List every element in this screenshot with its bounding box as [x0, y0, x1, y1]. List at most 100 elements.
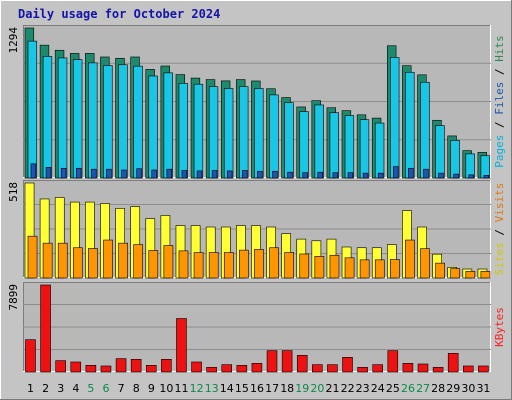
bar-pages — [453, 173, 459, 179]
bar-pages — [106, 168, 112, 179]
x-tick-label: 10 — [159, 382, 173, 395]
bar-visits — [299, 253, 310, 279]
bar-visits — [57, 242, 68, 279]
x-tick-label: 14 — [220, 382, 234, 395]
bar-pages — [317, 171, 323, 179]
bar-files — [148, 75, 158, 179]
bar-visits — [344, 257, 355, 279]
bar-kbytes — [312, 364, 323, 373]
bar-pages — [91, 168, 97, 179]
bar-kbytes — [25, 339, 36, 373]
bar-visits — [27, 235, 38, 279]
bar-visits — [193, 252, 204, 279]
bar-files — [329, 112, 339, 179]
bar-kbytes — [281, 350, 293, 373]
bar-pages — [151, 169, 157, 179]
x-tick-label: 18 — [280, 382, 294, 395]
panel-middle-max-label: 518 — [7, 182, 20, 202]
x-tick-label: 31 — [476, 382, 490, 395]
x-tick-label: 7 — [118, 382, 125, 395]
bar-files — [480, 155, 490, 179]
x-axis-labels: 1 2 3 4 5 6 7 8 9 10 11 12 13 14 15 16 17 18 19 20 21 22 23 24 2… — [27, 382, 490, 395]
legend-entry: Visits — [493, 183, 506, 223]
legend-entry: Pages — [493, 135, 506, 168]
bar-pages — [75, 167, 82, 179]
bar-files — [133, 65, 143, 179]
x-tick-label: 16 — [250, 382, 264, 395]
bar-kbytes — [251, 363, 263, 373]
bar-kbytes — [327, 364, 338, 373]
bar-files — [450, 140, 460, 179]
bar-kbytes — [191, 361, 202, 373]
x-tick-label: 29 — [446, 382, 460, 395]
bar-visits — [405, 239, 415, 279]
panel-bottom-max-label: 7899 — [7, 284, 20, 311]
legend-entry: / — [493, 62, 506, 82]
bar-files — [284, 102, 294, 179]
bar-files — [465, 153, 475, 179]
bar-files — [374, 122, 385, 179]
bar-files — [344, 115, 355, 179]
bar-kbytes — [85, 365, 97, 373]
bar-files — [208, 86, 219, 179]
bar-pages — [60, 167, 67, 179]
bar-visits — [163, 245, 174, 279]
bar-kbytes — [417, 363, 429, 373]
bar-kbytes — [100, 365, 112, 373]
bar-visits — [148, 250, 159, 279]
bar-kbytes — [478, 365, 489, 373]
bar-pages — [136, 168, 142, 179]
bar-files — [88, 62, 98, 179]
x-tick-label: 12 — [190, 382, 204, 395]
bar-kbytes — [55, 360, 66, 373]
bar-pages — [211, 170, 218, 179]
x-tick-label: 19 — [295, 382, 309, 395]
bar-kbytes — [236, 365, 248, 373]
bar-files — [193, 83, 204, 179]
bar-visits — [223, 252, 234, 279]
x-tick-label: 11 — [175, 382, 189, 395]
bar-visits — [465, 271, 476, 279]
bar-kbytes — [130, 359, 142, 373]
x-tick-label: 20 — [310, 382, 324, 395]
bar-pages — [377, 172, 384, 179]
panel-middle-legend: Sites / Visits — [493, 183, 506, 276]
x-tick-label: 25 — [386, 382, 400, 395]
bar-pages — [166, 168, 172, 179]
bar-pages — [242, 170, 248, 179]
bar-kbytes — [372, 364, 383, 373]
bar-visits — [314, 256, 325, 279]
bar-kbytes — [463, 365, 474, 373]
bar-kbytes — [115, 358, 127, 373]
bar-files — [420, 81, 430, 179]
x-tick-label: 9 — [148, 382, 155, 395]
x-tick-label: 8 — [133, 382, 140, 395]
bar-visits — [72, 247, 83, 279]
bar-visits — [88, 248, 98, 279]
bar-files — [223, 88, 234, 179]
bar-pages — [121, 169, 127, 179]
bar-files — [435, 125, 445, 179]
bar-kbytes — [357, 367, 368, 373]
legend-entry: Hits — [493, 35, 506, 62]
bar-files — [269, 94, 279, 179]
x-tick-label: 1 — [27, 382, 34, 395]
legend-entry: Sites — [493, 242, 506, 275]
bar-visits — [284, 252, 295, 279]
bar-kbytes — [40, 284, 51, 373]
legend-entry: / — [493, 222, 506, 242]
bar-files — [178, 83, 189, 179]
bar-files — [390, 57, 400, 179]
bar-pages — [272, 170, 278, 179]
bar-visits — [254, 249, 264, 279]
bar-files — [299, 111, 309, 179]
bar-visits — [435, 262, 445, 279]
bar-pages — [438, 172, 444, 179]
x-tick-label: 28 — [431, 382, 445, 395]
x-tick-label: 27 — [416, 382, 430, 395]
bar-visits — [450, 268, 461, 279]
bar-files — [254, 88, 264, 179]
bar-visits — [178, 250, 189, 279]
x-tick-label: 26 — [401, 382, 415, 395]
